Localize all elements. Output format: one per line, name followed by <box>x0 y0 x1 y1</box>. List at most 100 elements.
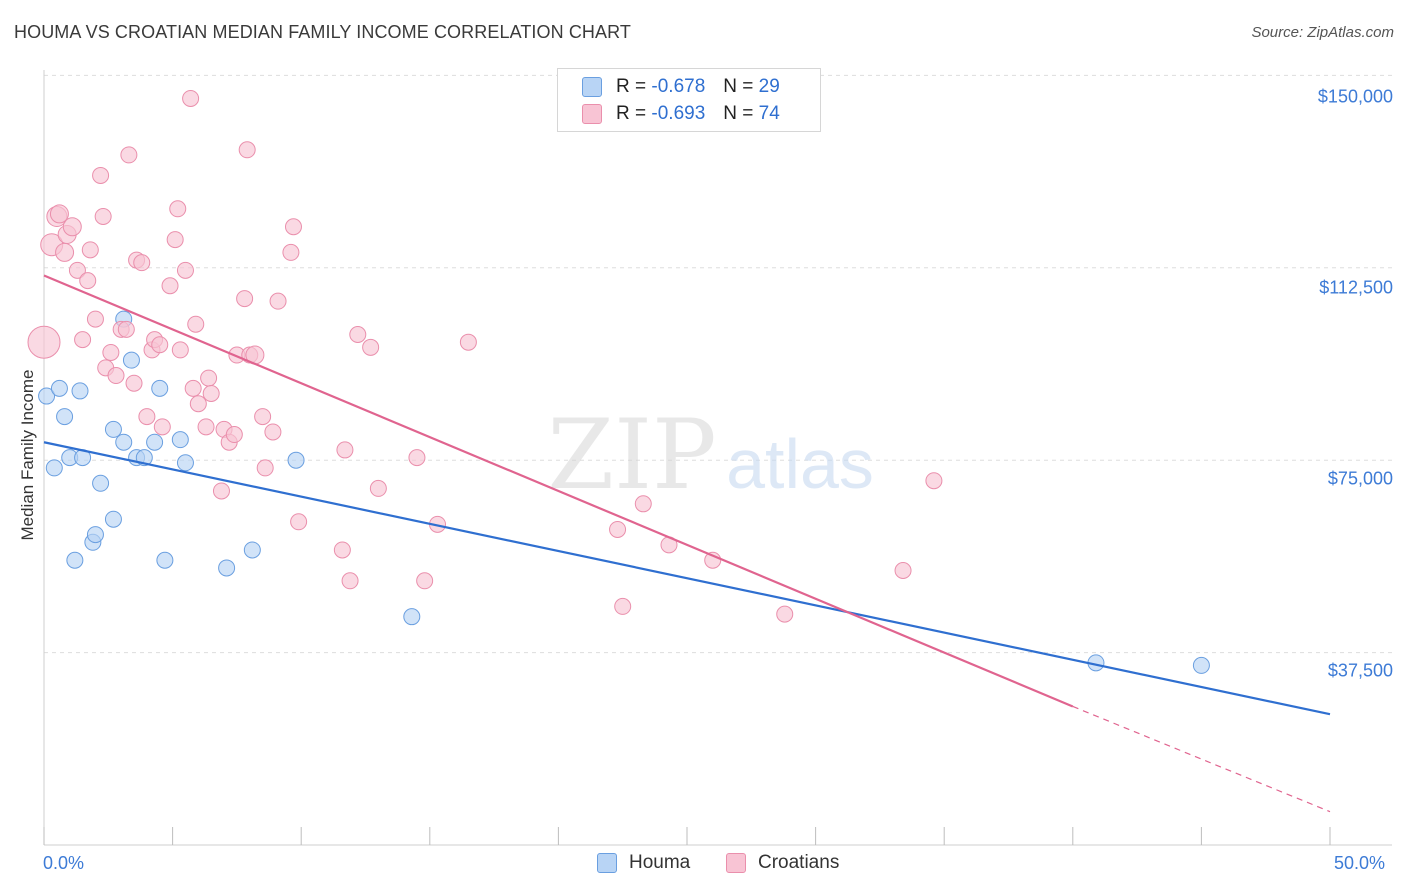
croatian-point <box>238 141 256 159</box>
croatian-point <box>269 292 287 310</box>
croatian-point <box>182 89 200 107</box>
croatian-point <box>236 290 254 308</box>
houma-point <box>176 454 194 472</box>
croatian-point <box>776 605 794 623</box>
houma-point <box>86 526 104 544</box>
croatians-legend-swatch <box>726 853 746 873</box>
croatian-point <box>86 310 104 328</box>
houma-point <box>92 474 110 492</box>
croatian-point <box>55 242 75 262</box>
croatian-point <box>107 367 125 385</box>
houma-point <box>45 459 63 477</box>
source-note: Source: ZipAtlas.com <box>1251 24 1394 41</box>
legend-n-value-houma: 29 <box>758 76 780 97</box>
watermark-atlas: atlas <box>726 425 874 503</box>
croatian-point <box>284 218 302 236</box>
houma-point <box>56 408 74 426</box>
croatian-point <box>212 482 230 500</box>
y-tick-150000: $150,000 <box>1317 86 1393 107</box>
croatian-point <box>62 217 82 237</box>
croatian-point <box>189 395 207 413</box>
croatian-point <box>151 336 169 354</box>
houma-trend-line <box>43 441 1331 716</box>
data-points <box>27 89 1210 674</box>
croatian-point <box>169 200 187 218</box>
y-axis-label: Median Family Income <box>18 369 37 541</box>
houma-point <box>104 420 122 438</box>
croatian-point <box>634 495 652 513</box>
legend-r-value-houma: -0.678 <box>651 76 706 97</box>
croatian-point <box>161 277 179 295</box>
croatian-point <box>102 343 120 361</box>
y-tick-112500: $112,500 <box>1319 277 1393 298</box>
legend-row-croatians: R = -0.693 N = 74 <box>582 102 780 126</box>
trend-lines <box>43 274 1331 813</box>
croatian-point <box>336 441 354 459</box>
legend-r-value-croatians: -0.693 <box>651 103 706 124</box>
croatian-point <box>133 254 151 272</box>
x-tick-max: 50.0% <box>1334 853 1386 873</box>
croatian-point <box>68 261 86 279</box>
houma-point <box>403 608 421 626</box>
houma-point <box>1192 656 1210 674</box>
houma-point <box>146 433 164 451</box>
watermark-zip: ZIP <box>547 399 716 511</box>
croatian-point <box>341 572 359 590</box>
croatian-point <box>256 459 274 477</box>
croatian-point <box>74 331 92 349</box>
legend-r-label: R = <box>616 103 647 124</box>
houma-point <box>151 379 169 397</box>
houma-legend-label: Houma <box>629 852 691 873</box>
bottom-legend-houma: Houma <box>597 852 690 874</box>
croatian-point <box>184 379 202 397</box>
houma-point <box>156 551 174 569</box>
chart-title: HOUMA VS CROATIAN MEDIAN FAMILY INCOME C… <box>14 22 632 42</box>
croatian-point <box>92 166 110 184</box>
croatian-point <box>609 520 627 538</box>
croatian-trend-line <box>43 274 1074 708</box>
houma-point <box>243 541 261 559</box>
croatian-point <box>94 207 112 225</box>
axes <box>43 70 1392 846</box>
houma-point <box>115 433 133 451</box>
croatian-point <box>925 472 943 490</box>
croatian-point <box>166 231 184 249</box>
croatian-point <box>138 408 156 426</box>
x-tick-min: 0.0% <box>43 853 85 873</box>
houma-point <box>104 510 122 528</box>
croatian-point <box>459 333 477 351</box>
legend-n-label: N = <box>723 76 754 97</box>
houma-point <box>71 382 89 400</box>
legend-n-value-croatians: 74 <box>758 103 780 124</box>
correlation-legend: R = -0.678 N = 29 R = -0.693 N = 74 <box>557 68 821 132</box>
croatian-point <box>225 426 243 444</box>
croatian-point <box>408 449 426 467</box>
croatian-point <box>614 597 632 615</box>
houma-point <box>122 351 140 369</box>
houma-swatch <box>582 77 602 97</box>
croatian-point <box>125 374 143 392</box>
croatian-point <box>333 541 351 559</box>
croatian-point <box>153 418 171 436</box>
croatian-point <box>49 204 69 224</box>
croatian-point <box>81 241 99 259</box>
houma-point <box>171 431 189 449</box>
croatians-legend-label: Croatians <box>758 852 840 873</box>
houma-point <box>50 379 68 397</box>
houma-point <box>66 551 84 569</box>
houma-point <box>38 387 56 405</box>
houma-point <box>218 559 236 577</box>
croatian-point <box>79 272 97 290</box>
croatian-trend-extension <box>1072 705 1331 813</box>
legend-r-label: R = <box>616 76 647 97</box>
croatian-point <box>176 261 194 279</box>
croatian-point <box>416 572 434 590</box>
croatian-point <box>894 562 912 580</box>
croatian-point <box>120 146 138 164</box>
legend-n-label: N = <box>723 103 754 124</box>
y-tick-75000: $75,000 <box>1327 468 1393 489</box>
houma-point <box>287 451 305 469</box>
croatian-point <box>200 369 218 387</box>
croatian-point <box>117 320 135 338</box>
